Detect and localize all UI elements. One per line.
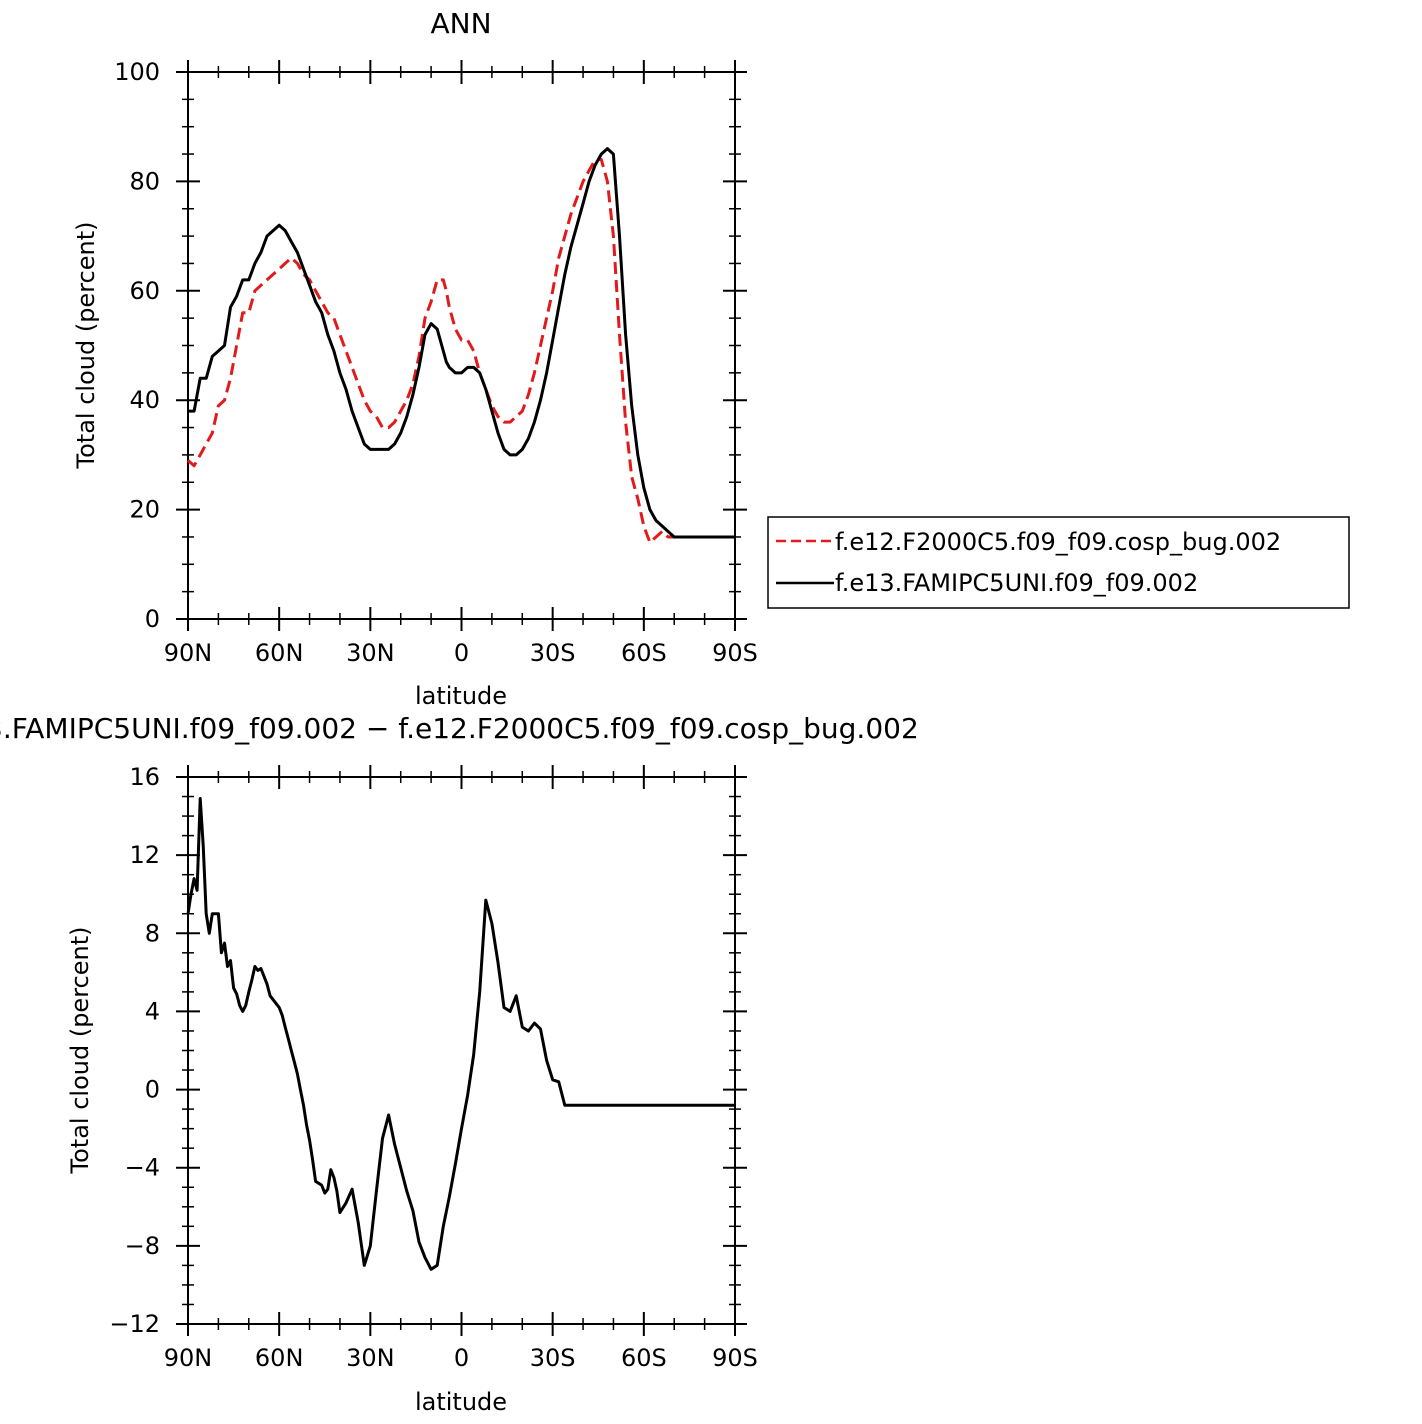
x-tick-label: 90S bbox=[712, 1344, 758, 1372]
cloud-fraction-panel: ANN 90N 60N 30N 0 30S 60S 90S 0 20 40 60 80 100 lati… bbox=[72, 7, 758, 710]
axes: 90N 60N 30N 0 30S 60S 90S 0 20 40 60 80 100 bbox=[114, 58, 758, 667]
panel-title: f.e13.FAMIPC5UNI.f09_f09.002 − f.e12.F20… bbox=[0, 712, 919, 745]
x-tick-label: 30S bbox=[530, 639, 576, 667]
series-lines bbox=[186, 797, 735, 1271]
panel-title: ANN bbox=[430, 7, 491, 40]
x-axis-title: latitude bbox=[415, 1388, 507, 1416]
legend-label-f-e12: f.e12.F2000C5.f09_f09.cosp_bug.002 bbox=[835, 528, 1281, 556]
legend: f.e12.F2000C5.f09_f09.cosp_bug.002 f.e13… bbox=[767, 516, 1350, 609]
x-tick-label: 90N bbox=[164, 1344, 213, 1372]
series-line-black-solid bbox=[188, 147, 735, 539]
x-tick-label: 60S bbox=[621, 639, 667, 667]
y-tick-label: −8 bbox=[125, 1232, 160, 1260]
x-tick-label: 60N bbox=[255, 639, 304, 667]
x-tick-label: 60N bbox=[255, 1344, 304, 1372]
y-tick-label: 40 bbox=[129, 386, 160, 414]
legend-box bbox=[767, 516, 1350, 609]
y-tick-label: 0 bbox=[145, 1076, 160, 1104]
x-tick-label: 30S bbox=[530, 1344, 576, 1372]
y-tick-label: 12 bbox=[129, 841, 160, 869]
y-tick-label: 100 bbox=[114, 58, 160, 86]
plot-frame bbox=[187, 776, 736, 1325]
x-tick-label: 0 bbox=[454, 1344, 469, 1372]
series-line-black-solid bbox=[186, 797, 735, 1271]
y-tick-label: 80 bbox=[129, 167, 160, 195]
x-tick-label: 90N bbox=[164, 639, 213, 667]
y-tick-label: −12 bbox=[109, 1310, 160, 1338]
x-tick-label: 30N bbox=[346, 639, 395, 667]
y-axis-title: Total cloud (percent) bbox=[72, 222, 100, 470]
y-tick-label: 8 bbox=[145, 919, 160, 947]
x-tick-label: 0 bbox=[454, 639, 469, 667]
series-lines bbox=[187, 147, 735, 544]
x-tick-label: 60S bbox=[621, 1344, 667, 1372]
y-tick-label: 60 bbox=[129, 277, 160, 305]
y-tick-label: −4 bbox=[125, 1154, 160, 1182]
y-tick-label: 4 bbox=[145, 997, 160, 1025]
plot-frame bbox=[187, 71, 736, 620]
series-line-red-dashed bbox=[187, 158, 735, 544]
y-tick-label: 0 bbox=[145, 605, 160, 633]
legend-label-f-e13: f.e13.FAMIPC5UNI.f09_f09.002 bbox=[835, 569, 1198, 597]
axes: 90N 60N 30N 0 30S 60S 90S −12 −8 −4 0 4 8 12 16 bbox=[109, 763, 758, 1372]
x-axis-title: latitude bbox=[415, 682, 507, 710]
x-tick-label: 90S bbox=[712, 639, 758, 667]
difference-panel: f.e13.FAMIPC5UNI.f09_f09.002 − f.e12.F20… bbox=[0, 712, 919, 1416]
y-tick-label: 20 bbox=[129, 496, 160, 524]
y-tick-label: 16 bbox=[129, 763, 160, 791]
y-axis-title: Total cloud (percent) bbox=[66, 927, 94, 1175]
x-tick-label: 30N bbox=[346, 1344, 395, 1372]
